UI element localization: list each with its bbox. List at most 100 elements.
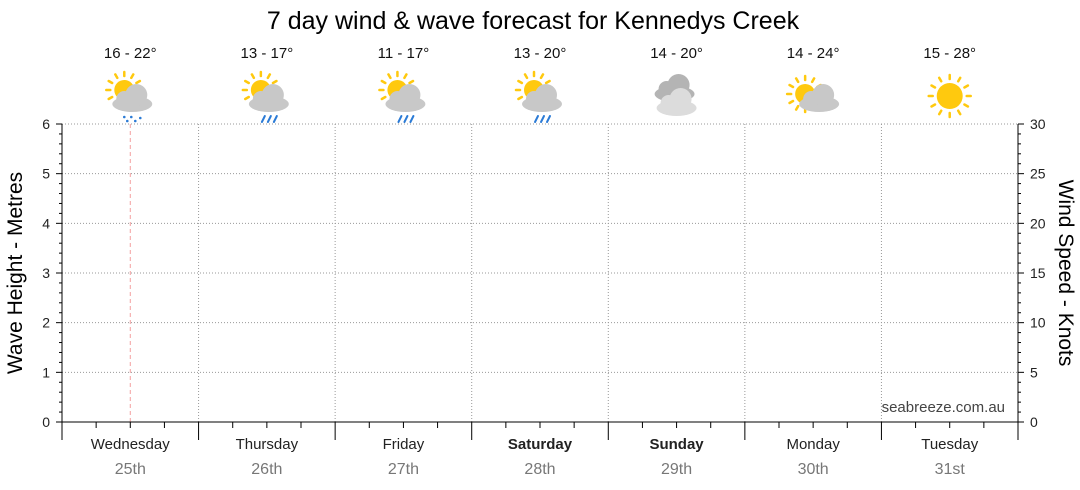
sun-ray xyxy=(250,73,256,80)
sun-ray xyxy=(380,95,387,101)
sun-ray xyxy=(403,73,408,80)
sun-ray xyxy=(266,73,272,80)
y-left-tick-label: 3 xyxy=(42,265,50,281)
sun-ray xyxy=(107,95,114,101)
sun-ray xyxy=(810,77,816,84)
sun-cloud-drizzle-icon xyxy=(105,70,153,123)
date-label: 27th xyxy=(388,461,419,478)
sun-ray xyxy=(114,73,119,80)
drizzle-dot xyxy=(129,115,133,119)
sun-ray xyxy=(380,79,387,85)
y-right-tick-label: 25 xyxy=(1030,166,1046,182)
rain-drop xyxy=(260,115,266,123)
cloud-puff xyxy=(398,84,421,106)
sun-ray xyxy=(107,79,114,85)
day-label: Monday xyxy=(786,436,840,453)
sun-ray xyxy=(517,95,524,101)
left-axis: 0 1 2 3 4 5 6 xyxy=(42,116,63,430)
y-left-tick-label: 1 xyxy=(42,364,50,380)
y-left-tick-label: 4 xyxy=(42,215,50,231)
sun-ray xyxy=(956,109,962,116)
temperature-label: 14 - 20° xyxy=(650,45,703,62)
cloud-puff xyxy=(669,88,692,110)
partly-cloudy-icon xyxy=(785,74,840,114)
y-right-label: Wind Speed - Knots xyxy=(1054,180,1077,367)
sun-ray xyxy=(937,109,943,116)
rain-drop xyxy=(272,115,278,123)
day-label: Friday xyxy=(383,436,425,453)
credit-text: seabreeze.com.au xyxy=(882,399,1005,416)
sun-cloud-rain-icon xyxy=(514,70,562,123)
rain-drop xyxy=(540,115,545,123)
y-right-tick-label: 10 xyxy=(1030,315,1046,331)
sun-ray xyxy=(244,79,250,85)
date-label: 25th xyxy=(115,461,146,478)
sun-ray xyxy=(387,73,392,80)
sun-ray xyxy=(794,77,800,84)
sun-ray xyxy=(244,95,250,101)
temperature-label: 13 - 20° xyxy=(514,45,567,62)
sun-ray xyxy=(135,79,142,85)
sun-cloud-rain-icon xyxy=(241,70,289,123)
sun-ray xyxy=(794,104,800,111)
day-labels: Wednesday 25th Thursday 26th Friday 27th Satur… xyxy=(91,436,979,478)
date-label: 29th xyxy=(661,461,692,478)
y-left-tick-label: 0 xyxy=(42,414,50,430)
day-label: Thursday xyxy=(236,436,299,453)
sun-ray xyxy=(517,79,524,85)
sun-ray xyxy=(130,73,135,80)
temperature-label: 15 - 28° xyxy=(923,45,976,62)
y-left-tick-label: 5 xyxy=(42,166,50,182)
sun-ray xyxy=(788,83,795,89)
day-label: Saturday xyxy=(508,436,573,453)
rain-drop xyxy=(546,115,551,123)
sun-ray xyxy=(956,76,962,83)
drizzle-dot xyxy=(122,115,126,119)
sun-ray xyxy=(930,103,937,108)
y-left-tick-label: 2 xyxy=(42,315,50,331)
y-left-tick-label: 6 xyxy=(42,116,50,132)
cloud-puff xyxy=(535,84,557,106)
rain-drop xyxy=(403,115,409,123)
x-axis xyxy=(61,421,1019,440)
sun-ray xyxy=(271,79,278,85)
y-right-tick-label: 15 xyxy=(1030,265,1046,281)
sun-ray xyxy=(937,76,943,83)
temperature-label: 11 - 17° xyxy=(378,45,430,62)
sun-ray xyxy=(788,99,795,105)
sunny-icon xyxy=(927,73,972,119)
day-label: Wednesday xyxy=(91,436,170,453)
rain-drop xyxy=(409,115,415,123)
drizzle-dot xyxy=(138,116,142,120)
sun-ray xyxy=(408,79,415,85)
sun-cloud-rain-icon xyxy=(378,70,426,123)
cloud-puff xyxy=(261,84,284,106)
cloud-puff xyxy=(812,84,835,106)
cloud-puff xyxy=(125,84,148,106)
sun-ray xyxy=(963,103,970,108)
plot-grid xyxy=(62,123,1018,422)
temp-labels: 16 - 22° 13 - 17° 11 - 17° 13 - 20° 14 - 20°… xyxy=(104,45,976,62)
drizzle-dot xyxy=(133,119,137,123)
day-label: Sunday xyxy=(649,436,704,453)
rain-drop xyxy=(266,115,272,123)
temperature-label: 14 - 24° xyxy=(787,45,840,62)
cloudy-icon xyxy=(654,74,697,116)
y-right-tick-label: 20 xyxy=(1030,215,1046,231)
date-label: 30th xyxy=(798,461,829,478)
y-left-label: Wave Height - Metres xyxy=(4,172,27,374)
temperature-label: 16 - 22° xyxy=(104,45,157,62)
sun-ray xyxy=(544,79,551,85)
date-label: 31st xyxy=(935,461,966,478)
drizzle-dot xyxy=(125,119,129,123)
sun-disc xyxy=(936,83,963,109)
rain-drop xyxy=(397,115,403,123)
y-right-tick-label: 0 xyxy=(1030,414,1038,430)
weather-icons xyxy=(105,70,972,123)
day-label: Tuesday xyxy=(921,436,978,453)
date-label: 28th xyxy=(524,461,555,478)
chart-title: 7 day wind & wave forecast for Kennedys … xyxy=(267,7,800,35)
sun-ray xyxy=(930,84,937,89)
right-axis: 0 5 10 15 20 25 30 xyxy=(1017,116,1046,430)
